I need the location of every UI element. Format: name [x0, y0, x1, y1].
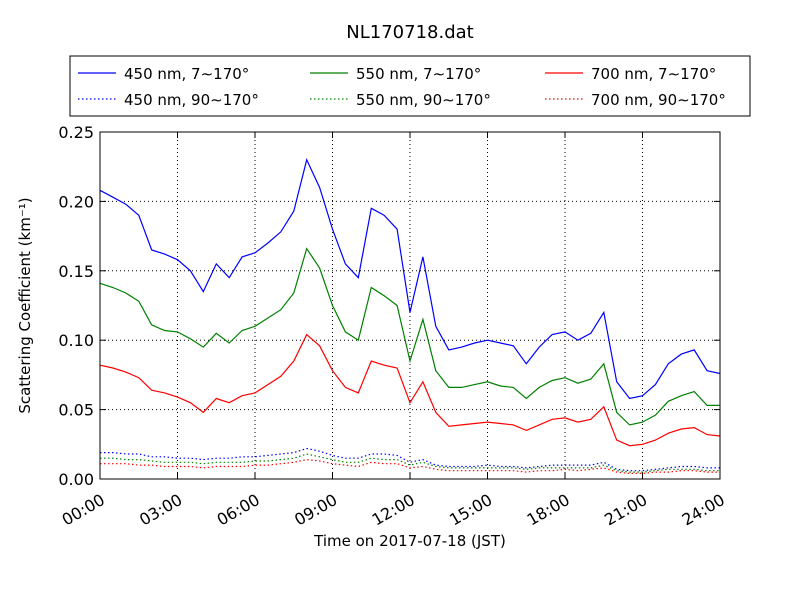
chart-title: NL170718.dat: [346, 22, 473, 43]
x-tick-label: 21:00: [601, 490, 650, 530]
x-tick-label: 12:00: [369, 490, 418, 530]
x-axis-label: Time on 2017-07-18 (JST): [313, 532, 506, 550]
x-tick-label: 06:00: [214, 490, 263, 530]
x-tick-label: 24:00: [679, 490, 728, 530]
legend-label: 550 nm, 7∼170°: [356, 65, 481, 83]
x-tick-label: 00:00: [59, 490, 108, 530]
y-tick-label: 0.00: [58, 470, 94, 489]
x-tick-label: 03:00: [136, 490, 185, 530]
y-tick-label: 0.25: [58, 123, 94, 142]
legend-label: 700 nm, 90∼170°: [591, 91, 726, 109]
series-line-5: [100, 458, 720, 474]
y-tick-label: 0.10: [58, 331, 94, 350]
ticks: 00:00 03:00 06:00 09:00 12:00 15:00 18:00 21:00…: [58, 123, 728, 530]
series-layer: [99, 158, 721, 474]
series-line-0: [99, 158, 721, 400]
legend: 450 nm, 7∼170° 550 nm, 7∼170° 700 nm, 7∼17…: [69, 55, 751, 117]
y-tick-label: 0.20: [58, 192, 94, 211]
series-line-2: [99, 333, 721, 447]
legend-box: [69, 55, 751, 117]
series-line-1: [99, 247, 720, 426]
legend-label: 550 nm, 90∼170°: [356, 91, 491, 109]
y-tick-label: 0.15: [58, 262, 94, 281]
x-tick-label: 09:00: [291, 490, 340, 530]
legend-label: 450 nm, 90∼170°: [124, 91, 259, 109]
legend-label: 450 nm, 7∼170°: [124, 65, 249, 83]
y-tick-label: 0.05: [58, 401, 94, 420]
x-tick-label: 18:00: [524, 490, 573, 530]
x-tick-label: 15:00: [446, 490, 495, 530]
y-axis-label: Scattering Coefficient (km⁻¹): [16, 197, 34, 413]
grid: [100, 132, 720, 479]
legend-label: 700 nm, 7∼170°: [591, 65, 716, 83]
